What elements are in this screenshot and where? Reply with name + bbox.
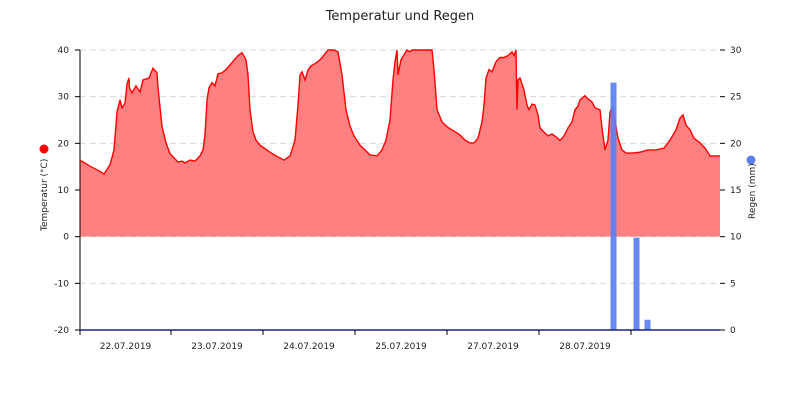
y2-tick-label: 15 <box>730 186 741 196</box>
y-tick-label: 20 <box>58 139 70 149</box>
y2-tick-label: 20 <box>730 139 742 149</box>
rain-legend-dot-icon <box>746 155 756 165</box>
x-tick-label: 22.07.2019 <box>100 342 152 352</box>
y-axis-title-temperature: Temperatur (°C) <box>40 159 50 232</box>
x-tick-label: 25.07.2019 <box>375 342 427 352</box>
x-tick-label: 24.07.2019 <box>283 342 335 352</box>
temperature-legend-dot-icon <box>39 144 49 154</box>
rain-bar <box>610 82 617 331</box>
y-tick-label: -10 <box>54 279 69 289</box>
y2-tick-label: 25 <box>730 93 741 103</box>
x-tick-label: 27.07.2019 <box>467 342 519 352</box>
rain-bars <box>610 82 651 331</box>
y-tick-label: 40 <box>58 46 70 56</box>
y-axis-title-rain: Regen (mm) <box>748 163 758 219</box>
y2-tick-label: 0 <box>730 326 736 336</box>
y2-tick-label: 10 <box>730 233 742 243</box>
temperature-fill <box>80 50 720 237</box>
y-tick-label: -20 <box>54 326 69 336</box>
y-tick-label: 0 <box>63 233 69 243</box>
y2-tick-label: 30 <box>730 46 742 56</box>
y-axis-title-right: Regen (mm) <box>746 155 758 219</box>
rain-bar <box>633 237 640 330</box>
x-tick-label: 28.07.2019 <box>559 342 611 352</box>
y-tick-label: 10 <box>58 186 70 196</box>
temperature-area <box>79 49 720 237</box>
rain-bar <box>644 319 651 330</box>
y-tick-label: 30 <box>58 93 70 103</box>
y2-tick-label: 5 <box>730 279 736 289</box>
y-axis-title-left: Temperatur (°C) <box>39 144 50 232</box>
chart-title: Temperatur und Regen <box>325 9 475 24</box>
axes: -20 -10 0 10 20 30 40 0 5 10 15 20 25 30 22.07.2019 23.… <box>54 46 741 352</box>
x-tick-label: 23.07.2019 <box>191 342 243 352</box>
temperature-line <box>79 49 720 176</box>
